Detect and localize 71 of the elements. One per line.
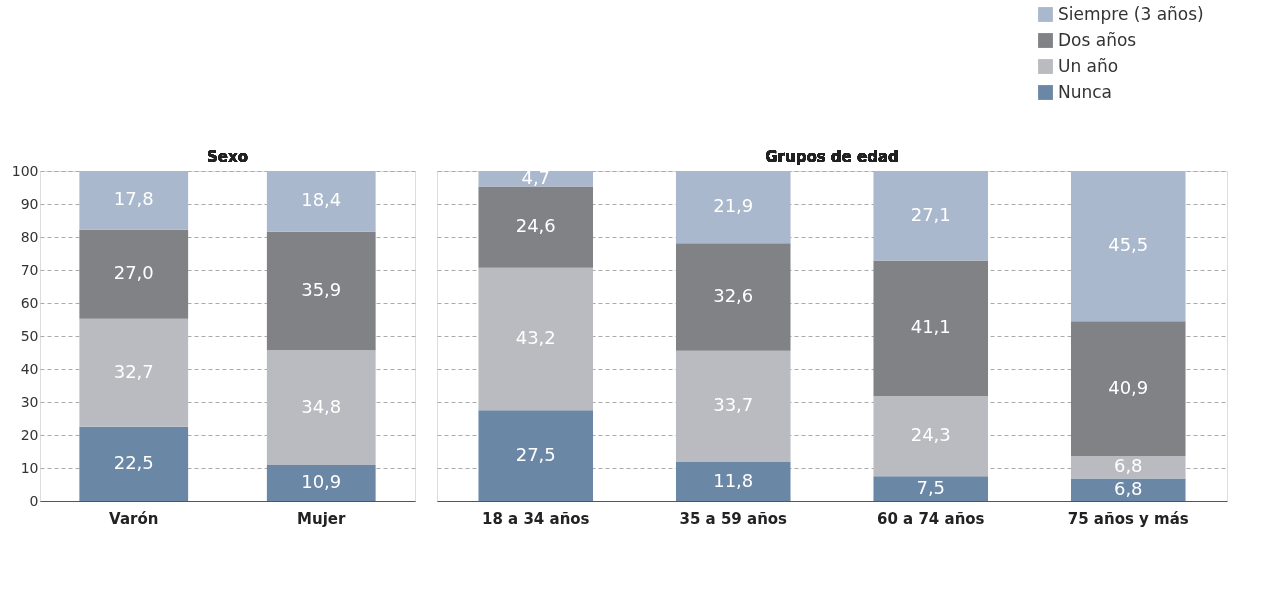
- bar: [873, 396, 989, 477]
- data-label: 32,7: [113, 360, 154, 382]
- bar: [266, 231, 376, 351]
- y-tick-label: 70: [20, 261, 39, 278]
- data-label: 27,5: [515, 443, 556, 465]
- data-label: 7,5: [916, 476, 946, 498]
- bar: [79, 229, 189, 319]
- data-label: 34,8: [301, 395, 342, 417]
- data-label: 11,8: [713, 469, 754, 491]
- bar: [873, 171, 989, 261]
- y-tick-label: 100: [11, 162, 39, 179]
- bar: [266, 465, 376, 501]
- data-label: 6,8: [1113, 455, 1143, 477]
- bar: [266, 171, 376, 232]
- data-label: 27,0: [113, 262, 154, 284]
- data-label: 45,5: [1108, 234, 1149, 256]
- legend-label: Un año: [1058, 55, 1119, 76]
- bar: [478, 171, 594, 187]
- bar: [1070, 456, 1186, 479]
- chart-title: Sexo: [207, 148, 248, 166]
- bar: [1070, 321, 1186, 457]
- bar: [873, 476, 989, 501]
- bar: [675, 243, 791, 351]
- y-tick-label: 60: [20, 294, 39, 311]
- bar: [675, 350, 791, 463]
- bar: [478, 186, 594, 268]
- y-tick-label: 40: [20, 360, 39, 377]
- bar: [1070, 478, 1186, 501]
- y-tick-label: 80: [20, 228, 39, 245]
- x-tick-label: 60 a 74 años: [876, 509, 985, 528]
- bar: [478, 410, 594, 501]
- x-tick-label: Mujer: [297, 509, 347, 528]
- bar: [79, 318, 189, 427]
- y-tick-label: 0: [29, 492, 39, 509]
- data-label: 24,6: [515, 215, 556, 237]
- data-label: 33,7: [713, 394, 754, 416]
- data-label: 35,9: [301, 278, 342, 300]
- data-label: 6,8: [1113, 477, 1143, 499]
- legend-label: Dos años: [1058, 29, 1137, 50]
- data-label: 10,9: [301, 471, 342, 493]
- bar: [873, 260, 989, 397]
- data-label: 21,9: [713, 195, 754, 217]
- bar: [478, 267, 594, 411]
- bar: [675, 462, 791, 501]
- data-label: 18,4: [301, 189, 342, 211]
- bar: [266, 350, 376, 466]
- data-label: 27,1: [910, 203, 951, 225]
- data-label: 22,5: [113, 451, 154, 473]
- data-label: 32,6: [713, 285, 754, 307]
- bar: [79, 171, 189, 230]
- y-tick-label: 10: [20, 459, 39, 476]
- data-label: 43,2: [515, 326, 556, 348]
- x-tick-label: Varón: [109, 509, 159, 528]
- chart-title: Grupos de edad: [765, 148, 899, 166]
- y-tick-label: 90: [20, 195, 39, 212]
- bar: [79, 426, 189, 501]
- x-tick-label: 75 años y más: [1067, 509, 1189, 528]
- data-label: 17,8: [113, 188, 154, 210]
- data-label: 41,1: [910, 316, 951, 338]
- y-tick-label: 20: [20, 426, 39, 443]
- data-label: 4,7: [521, 166, 551, 188]
- legend-label: Nunca: [1058, 81, 1113, 102]
- bar: [1070, 171, 1186, 322]
- y-tick-label: 30: [20, 393, 39, 410]
- y-tick-label: 50: [20, 327, 39, 344]
- x-tick-label: 18 a 34 años: [481, 509, 590, 528]
- data-label: 24,3: [910, 424, 951, 446]
- bar: [675, 171, 791, 244]
- legend-label: Siempre (3 años): [1058, 3, 1204, 24]
- x-tick-label: 35 a 59 años: [679, 509, 788, 528]
- data-label: 40,9: [1108, 376, 1149, 398]
